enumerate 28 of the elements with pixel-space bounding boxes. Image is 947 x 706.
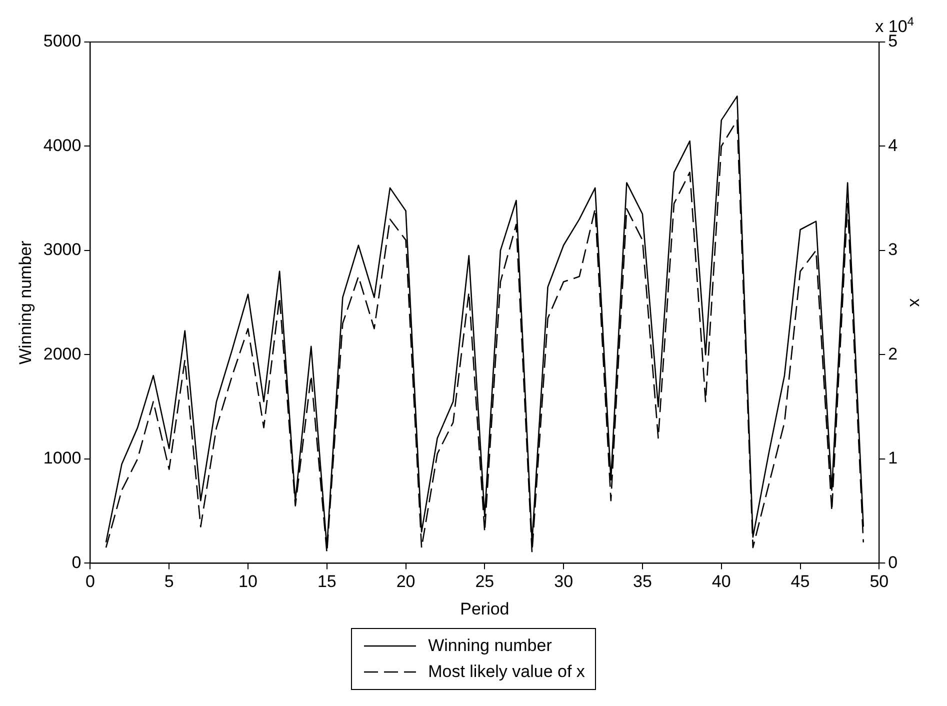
y2-tick-label: 3 [888, 240, 898, 260]
x-tick-label: 15 [317, 572, 336, 592]
x-tick-label: 0 [85, 572, 95, 592]
y2-tick-label: 1 [888, 448, 898, 468]
y-tick-label: 3000 [43, 240, 82, 260]
y2-tick-label: 5 [888, 32, 898, 51]
y-tick-label: 0 [72, 552, 82, 572]
x-tick-label: 50 [870, 572, 889, 592]
y-tick-label: 4000 [43, 136, 82, 155]
y-axis-title: Winning number [16, 240, 35, 364]
x-tick-label: 5 [164, 572, 174, 592]
x-axis-title: Period [460, 599, 510, 618]
x-tick-label: 40 [712, 572, 731, 592]
legend-label: Winning number [428, 636, 552, 656]
x-tick-label: 20 [396, 572, 416, 592]
y2-tick-label: 4 [888, 136, 898, 155]
x-tick-label: 10 [238, 572, 258, 592]
y-tick-label: 2000 [43, 344, 82, 364]
y2-tick-label: 2 [888, 344, 898, 364]
y-tick-label: 5000 [43, 32, 82, 51]
x-tick-label: 35 [633, 572, 652, 592]
legend-label: Most likely value of x [428, 662, 585, 682]
x-tick-label: 30 [554, 572, 574, 592]
x-tick-label: 45 [790, 572, 810, 592]
y-tick-label: 1000 [43, 448, 82, 468]
y2-axis-title: x [906, 298, 926, 308]
y2-tick-label: 0 [888, 552, 898, 572]
x-tick-label: 25 [475, 572, 494, 592]
